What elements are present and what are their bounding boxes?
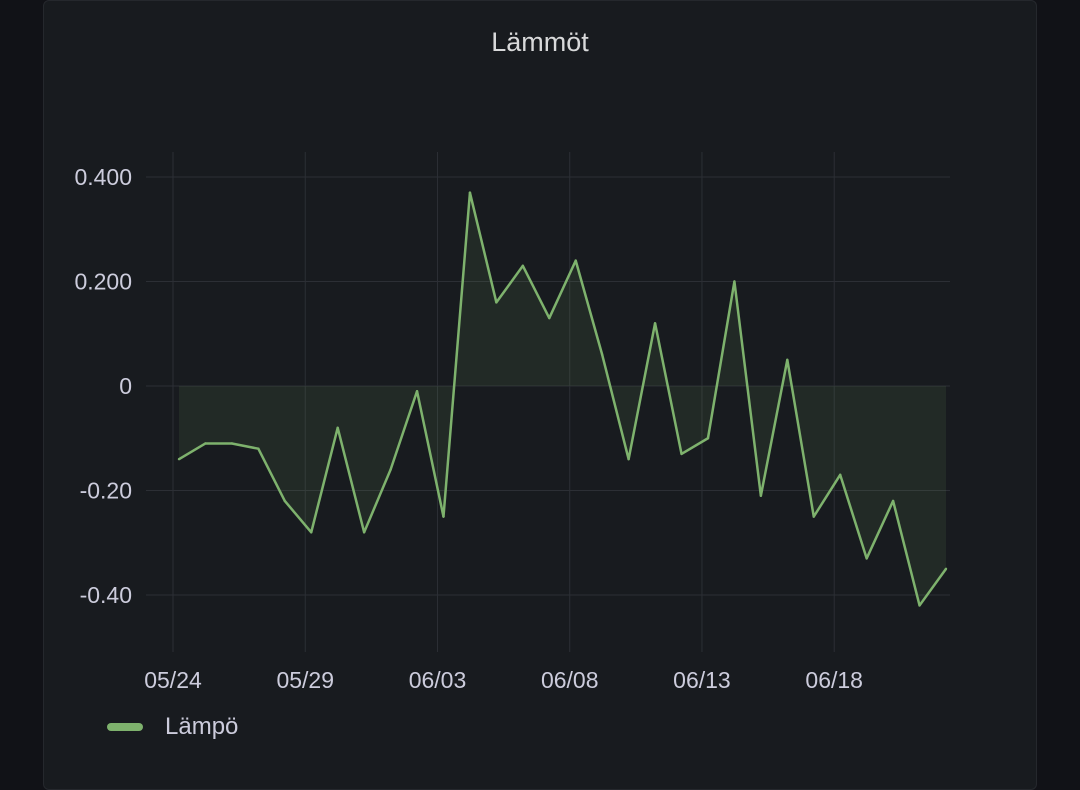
data-point[interactable] xyxy=(944,567,948,571)
data-point[interactable] xyxy=(495,301,498,304)
data-point[interactable] xyxy=(574,259,577,262)
data-point[interactable] xyxy=(706,437,710,440)
data-point[interactable] xyxy=(918,604,921,607)
data-point[interactable] xyxy=(839,473,842,477)
data-point[interactable] xyxy=(548,316,551,320)
data-point[interactable] xyxy=(891,499,895,503)
grid xyxy=(146,152,950,652)
data-point[interactable] xyxy=(627,457,630,461)
data-point[interactable] xyxy=(865,557,868,560)
data-point[interactable] xyxy=(680,452,683,456)
y-axis: 0.400 0.200 0 -0.20 -0.40 xyxy=(74,164,132,608)
panel-title[interactable]: Lämmöt xyxy=(491,27,589,57)
data-point[interactable] xyxy=(733,280,736,283)
series-area xyxy=(179,192,946,606)
data-point[interactable] xyxy=(600,353,604,356)
data-point[interactable] xyxy=(230,442,234,445)
x-tick-label: 05/24 xyxy=(144,667,202,693)
data-point[interactable] xyxy=(336,426,339,429)
data-point[interactable] xyxy=(310,531,313,534)
y-tick-label: -0.40 xyxy=(80,582,132,608)
data-point[interactable] xyxy=(389,468,392,471)
data-point[interactable] xyxy=(283,499,286,503)
chart-svg: 0.400 0.200 0 -0.20 -0.40 05/24 05/29 06/03 06/… xyxy=(74,152,950,693)
data-point[interactable] xyxy=(521,264,525,268)
chart-panel: Lämmöt xyxy=(43,0,1037,790)
data-point[interactable] xyxy=(257,447,260,450)
data-point[interactable] xyxy=(759,494,763,497)
y-tick-label: -0.20 xyxy=(80,478,132,504)
series-line[interactable] xyxy=(178,191,948,607)
data-point[interactable] xyxy=(442,515,445,518)
series-layer xyxy=(177,191,948,607)
x-tick-label: 06/03 xyxy=(409,667,467,693)
legend-swatch xyxy=(107,723,143,731)
legend-label: Lämpö xyxy=(165,713,239,740)
x-tick-label: 06/13 xyxy=(673,667,731,693)
data-point[interactable] xyxy=(812,515,815,518)
data-point[interactable] xyxy=(177,457,181,461)
data-point[interactable] xyxy=(204,442,207,445)
x-tick-label: 06/18 xyxy=(805,667,863,693)
x-axis: 05/24 05/29 06/03 06/08 06/13 06/18 xyxy=(144,667,863,693)
data-point[interactable] xyxy=(653,322,657,325)
data-point[interactable] xyxy=(362,531,366,534)
y-tick-label: 0.400 xyxy=(74,164,132,190)
data-point[interactable] xyxy=(415,390,419,393)
x-tick-label: 05/29 xyxy=(276,667,334,693)
legend-item[interactable]: Lämpö xyxy=(107,713,238,741)
y-tick-label: 0.200 xyxy=(74,269,132,295)
x-tick-label: 06/08 xyxy=(541,667,599,693)
y-tick-label: 0 xyxy=(119,373,132,399)
data-point[interactable] xyxy=(468,191,472,194)
data-point[interactable] xyxy=(786,358,789,362)
